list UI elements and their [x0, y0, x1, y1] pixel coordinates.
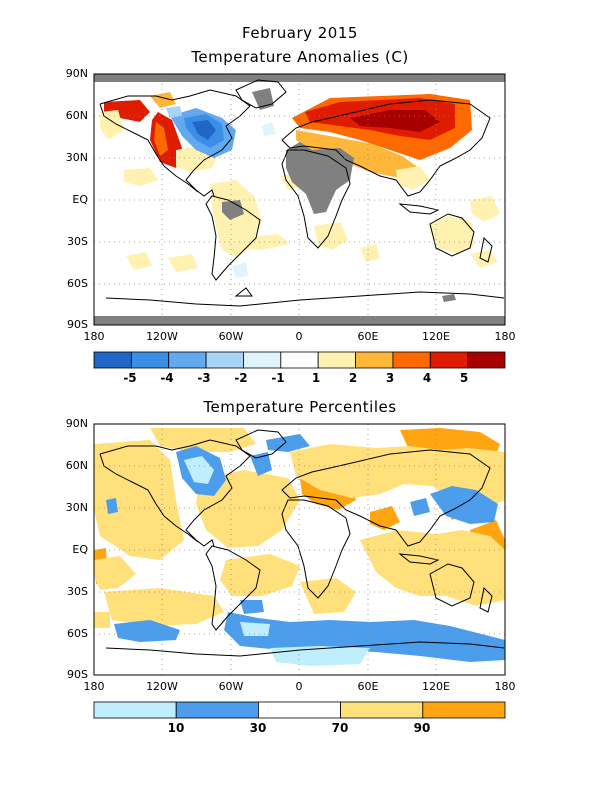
percentile-map-title: Temperature Percentiles	[203, 398, 397, 416]
anomaly-map-gridlines	[94, 74, 505, 325]
y-label-eq: EQ	[72, 193, 88, 206]
anomaly-colorbar-swatch	[205, 351, 244, 369]
x-label-120e: 120E	[422, 680, 450, 693]
anomaly-map	[94, 74, 505, 325]
cbar1-label: -5	[123, 371, 137, 385]
page-title: February 2015	[242, 24, 358, 42]
percentile-70-90	[94, 428, 505, 628]
x-label-120e: 120E	[422, 330, 450, 343]
percentile-map	[94, 424, 505, 675]
anomaly-colorbar	[93, 351, 506, 369]
coastlines	[99, 79, 505, 307]
anomaly-colorbar-swatch	[168, 351, 207, 369]
x-label-60w: 60W	[218, 680, 244, 693]
y-label-30n: 30N	[65, 501, 88, 514]
percentile-colorbar	[93, 701, 506, 719]
x-label-60e: 60E	[357, 680, 379, 693]
anomaly-colorbar-swatch	[392, 351, 431, 369]
y-label-90n: 90N	[65, 417, 88, 430]
percentile-colorbar-swatch	[175, 701, 259, 719]
cbar1-label: -3	[197, 371, 211, 385]
cbar1-label: 4	[422, 371, 432, 385]
y-label-60n: 60N	[65, 459, 88, 472]
x-label-180w: 180	[83, 680, 105, 693]
anomaly-colorbar-swatch	[280, 351, 319, 369]
y-label-90n: 90N	[65, 67, 88, 80]
x-label-0: 0	[295, 680, 303, 693]
x-label-180e: 180	[494, 330, 516, 343]
x-label-60w: 60W	[218, 330, 244, 343]
y-label-90s: 90S	[67, 668, 88, 681]
x-label-60e: 60E	[357, 330, 379, 343]
cbar1-label: -4	[160, 371, 174, 385]
anomaly-colorbar-swatch	[317, 351, 356, 369]
y-label-eq: EQ	[72, 543, 88, 556]
cold-anomaly-regions	[166, 106, 276, 278]
cbar2-label: 90	[413, 721, 431, 735]
y-label-60s: 60S	[67, 627, 88, 640]
anomaly-map-title: Temperature Anomalies (C)	[191, 48, 409, 66]
percentile-map-frame	[93, 423, 506, 676]
cbar1-label: -1	[271, 371, 285, 385]
y-label-30s: 30S	[67, 235, 88, 248]
anomaly-colorbar-swatch	[93, 351, 132, 369]
anomaly-colorbar-swatch	[130, 351, 170, 369]
percentile-colorbar-swatch	[93, 701, 177, 719]
cbar1-label: 1	[311, 371, 321, 385]
weak-warm-regions	[100, 110, 500, 272]
anomaly-map-frame	[93, 73, 506, 326]
x-label-120w: 120W	[146, 330, 178, 343]
y-label-30n: 30N	[65, 151, 88, 164]
x-label-120w: 120W	[146, 680, 178, 693]
y-label-30s: 30S	[67, 585, 88, 598]
anomaly-colorbar-swatch	[243, 351, 282, 369]
anomaly-colorbar-swatch	[355, 351, 394, 369]
anomaly-colorbar-swatch	[429, 351, 469, 369]
percentile-colorbar-swatch	[340, 701, 424, 719]
percentile-colorbar-swatch	[257, 701, 341, 719]
missing-band-north	[94, 74, 505, 82]
cbar2-label: 10	[167, 721, 185, 735]
coastlines-2	[99, 429, 505, 657]
x-label-180w: 180	[83, 330, 105, 343]
cbar1-label: 2	[348, 371, 358, 385]
cbar1-label: 5	[459, 371, 469, 385]
anomaly-colorbar-swatch	[467, 351, 506, 369]
y-label-90s: 90S	[67, 318, 88, 331]
y-label-60s: 60S	[67, 277, 88, 290]
x-label-0: 0	[295, 330, 303, 343]
cbar2-label: 70	[331, 721, 349, 735]
percentile-map-gridlines	[94, 424, 505, 675]
x-label-180e: 180	[494, 680, 516, 693]
cbar2-label: 30	[249, 721, 267, 735]
cbar1-label: -2	[234, 371, 248, 385]
y-label-60n: 60N	[65, 109, 88, 122]
percentile-colorbar-swatch	[422, 701, 506, 719]
cbar1-label: 3	[385, 371, 395, 385]
missing-band-south	[94, 316, 505, 325]
